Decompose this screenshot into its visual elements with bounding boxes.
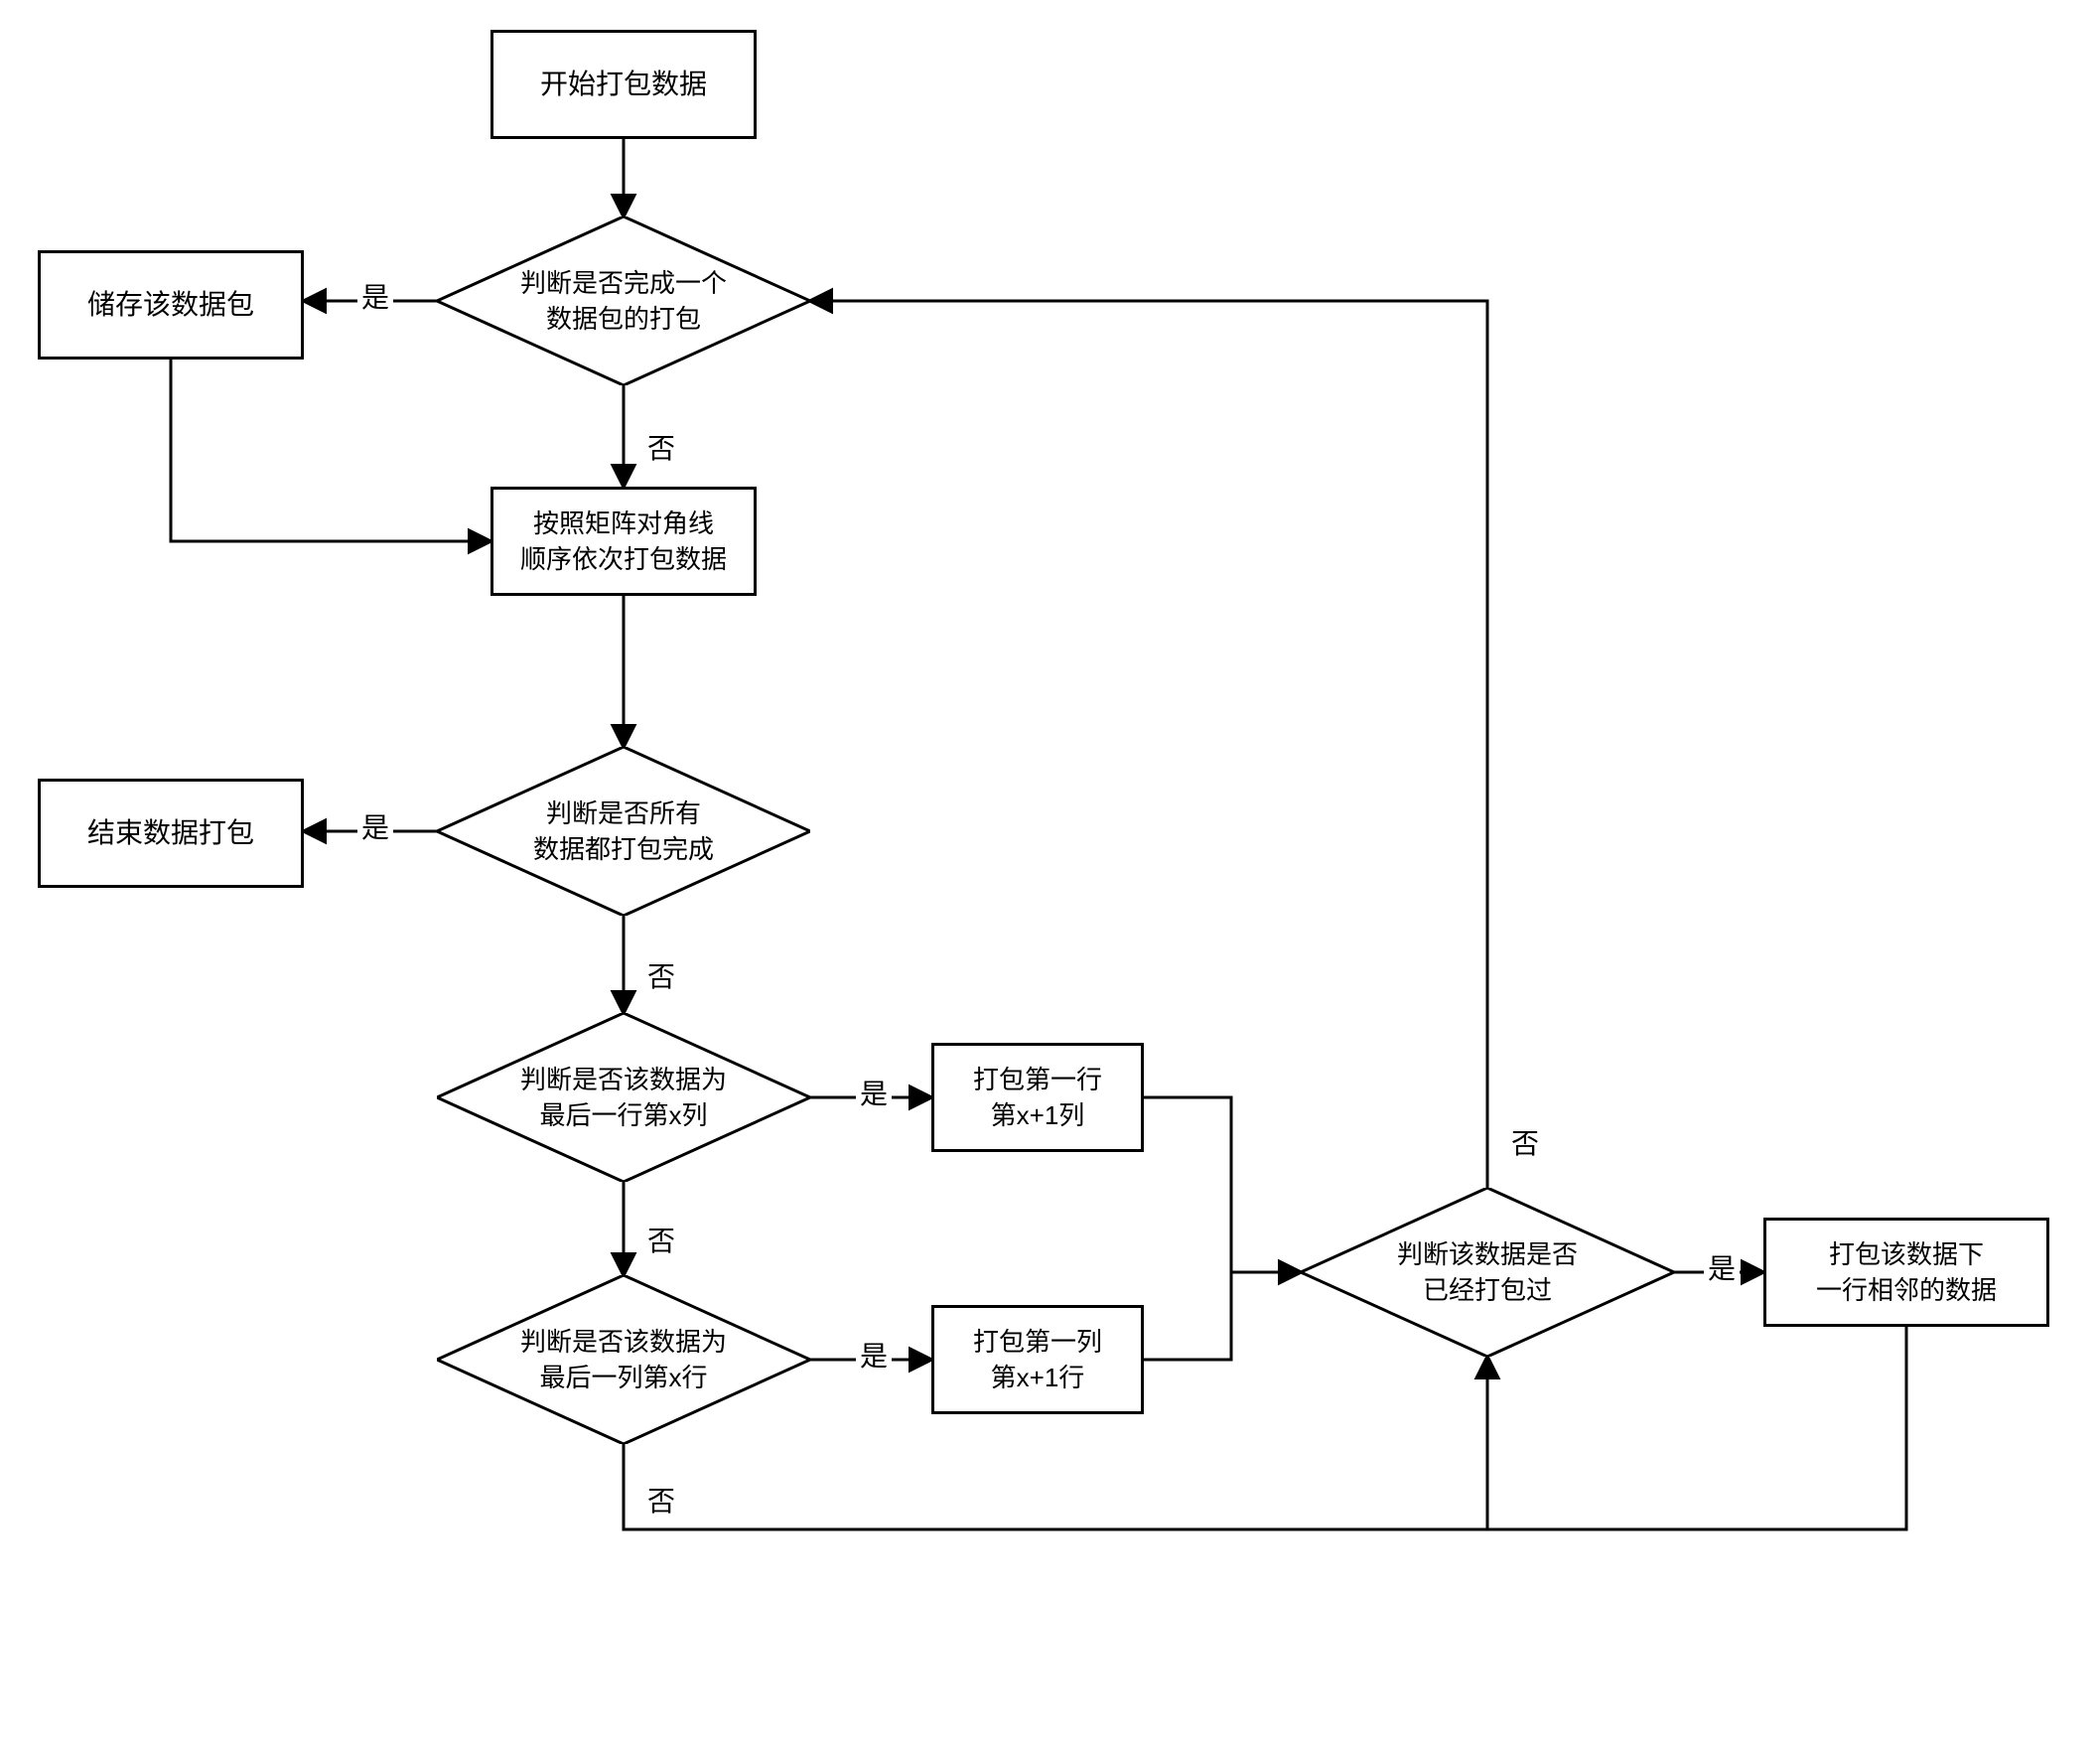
edge-label: 否 <box>1507 1122 1543 1162</box>
pack-first-col-node: 打包第一列第x+1行 <box>931 1305 1144 1414</box>
edge-label: 否 <box>643 1220 679 1259</box>
node-label: 开始打包数据 <box>540 65 707 103</box>
edge-label: 是 <box>357 276 393 316</box>
node-label: 判断是否该数据为最后一列第x行 <box>520 1324 727 1396</box>
decision-last-col: 判断是否该数据为最后一列第x行 <box>437 1275 810 1444</box>
edge-label: 否 <box>643 1480 679 1520</box>
decision-all-done: 判断是否所有数据都打包完成 <box>437 747 810 916</box>
pack-first-row-node: 打包第一行第x+1列 <box>931 1043 1144 1152</box>
node-label: 判断是否所有数据都打包完成 <box>533 796 714 868</box>
node-label: 判断该数据是否已经打包过 <box>1397 1236 1578 1309</box>
edge-label: 否 <box>643 955 679 995</box>
node-label: 按照矩阵对角线顺序依次打包数据 <box>520 506 727 578</box>
decision-last-row: 判断是否该数据为最后一行第x列 <box>437 1013 810 1182</box>
edge-label: 是 <box>856 1073 892 1112</box>
pack-adjacent-node: 打包该数据下一行相邻的数据 <box>1763 1218 2049 1327</box>
decision-already-packed: 判断该数据是否已经打包过 <box>1301 1188 1674 1357</box>
store-packet-node: 储存该数据包 <box>38 250 304 360</box>
decision-packet-complete: 判断是否完成一个数据包的打包 <box>437 217 810 385</box>
node-label: 判断是否该数据为最后一行第x列 <box>520 1062 727 1134</box>
edge-label: 是 <box>1704 1247 1740 1287</box>
node-label: 打包该数据下一行相邻的数据 <box>1816 1236 1997 1309</box>
end-node: 结束数据打包 <box>38 779 304 888</box>
node-label: 结束数据打包 <box>87 813 254 852</box>
edge-label: 是 <box>856 1335 892 1375</box>
flowchart-edges <box>0 0 2100 1737</box>
node-label: 打包第一列第x+1行 <box>973 1324 1102 1396</box>
start-node: 开始打包数据 <box>490 30 757 139</box>
node-label: 储存该数据包 <box>87 285 254 324</box>
node-label: 打包第一行第x+1列 <box>973 1062 1102 1134</box>
node-label: 判断是否完成一个数据包的打包 <box>520 265 727 338</box>
edge-label: 否 <box>643 427 679 467</box>
diagonal-pack-node: 按照矩阵对角线顺序依次打包数据 <box>490 487 757 596</box>
edge-label: 是 <box>357 806 393 846</box>
